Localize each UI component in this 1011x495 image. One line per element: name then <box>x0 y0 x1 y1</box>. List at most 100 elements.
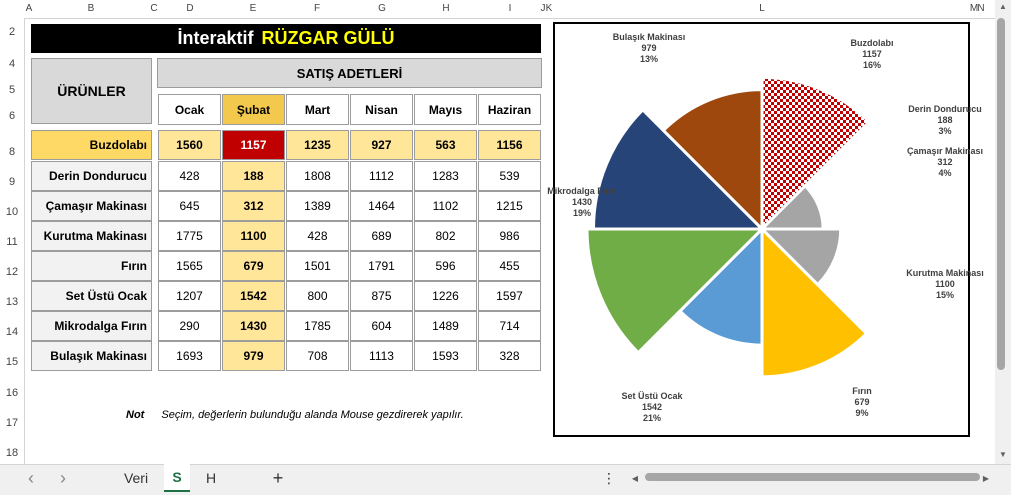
sales-cell[interactable]: 708 <box>286 341 349 371</box>
horizontal-scroll-thumb[interactable] <box>645 473 980 481</box>
sales-cell[interactable]: 1791 <box>350 251 413 281</box>
sales-cell[interactable]: 1389 <box>286 191 349 221</box>
row-header[interactable]: 10 <box>5 206 19 218</box>
sales-cell[interactable]: 1207 <box>158 281 221 311</box>
sales-cell[interactable]: 1775 <box>158 221 221 251</box>
column-header[interactable]: A <box>25 3 33 14</box>
column-header[interactable]: M <box>969 3 979 14</box>
sales-cell[interactable]: 927 <box>350 130 413 160</box>
sales-cell[interactable]: 188 <box>222 161 285 191</box>
column-header[interactable]: L <box>759 3 765 14</box>
sales-cell[interactable]: 428 <box>158 161 221 191</box>
sales-cell[interactable]: 1785 <box>286 311 349 341</box>
sales-cell[interactable]: 1693 <box>158 341 221 371</box>
sales-cell[interactable]: 1156 <box>478 130 541 160</box>
row-header[interactable]: 9 <box>8 176 16 188</box>
sales-cell[interactable]: 802 <box>414 221 477 251</box>
sales-cell[interactable]: 1560 <box>158 130 221 160</box>
sales-cell[interactable]: 875 <box>350 281 413 311</box>
sales-cell[interactable]: 979 <box>222 341 285 371</box>
month-header[interactable]: Mart <box>286 94 349 125</box>
sales-cell[interactable]: 986 <box>478 221 541 251</box>
month-header[interactable]: Haziran <box>478 94 541 125</box>
wind-rose-chart[interactable]: Bulaşık Makinası 979 13% Buzdolabı 1157 16% De… <box>547 22 984 437</box>
column-header[interactable]: G <box>378 3 386 14</box>
sales-cell[interactable]: 645 <box>158 191 221 221</box>
column-header[interactable]: H <box>442 3 450 14</box>
month-header[interactable]: Şubat <box>222 94 285 125</box>
sales-cell[interactable]: 1593 <box>414 341 477 371</box>
sales-cell[interactable]: 1157 <box>222 130 285 160</box>
scroll-right-icon[interactable]: ▶ <box>982 473 990 483</box>
row-header[interactable]: 4 <box>8 58 16 70</box>
sales-cell[interactable]: 1283 <box>414 161 477 191</box>
sales-cell[interactable]: 290 <box>158 311 221 341</box>
column-header[interactable]: E <box>249 3 257 14</box>
sales-cell[interactable]: 714 <box>478 311 541 341</box>
next-sheet-icon[interactable]: › <box>60 467 66 488</box>
scroll-up-icon[interactable]: ▲ <box>999 2 1007 11</box>
sales-cell[interactable]: 1542 <box>222 281 285 311</box>
row-header[interactable]: 16 <box>5 387 19 399</box>
sales-cell[interactable]: 563 <box>414 130 477 160</box>
column-header[interactable]: I <box>508 3 512 14</box>
scroll-left-icon[interactable]: ◀ <box>631 473 639 483</box>
sales-cell[interactable]: 596 <box>414 251 477 281</box>
sales-cell[interactable]: 1215 <box>478 191 541 221</box>
prev-sheet-icon[interactable]: ‹ <box>28 467 34 488</box>
sales-cell[interactable]: 1597 <box>478 281 541 311</box>
sales-cell[interactable]: 1808 <box>286 161 349 191</box>
add-sheet-button[interactable]: + <box>272 467 284 488</box>
sales-cell[interactable]: 1489 <box>414 311 477 341</box>
chart-slice <box>760 225 869 379</box>
row-header[interactable]: 13 <box>5 296 19 308</box>
month-header[interactable]: Ocak <box>158 94 221 125</box>
scroll-down-icon[interactable]: ▼ <box>999 450 1007 459</box>
row-header[interactable]: 15 <box>5 356 19 368</box>
row-header[interactable]: 2 <box>8 26 16 38</box>
sales-cell[interactable]: 800 <box>286 281 349 311</box>
sales-cell[interactable]: 1102 <box>414 191 477 221</box>
sales-cell[interactable]: 312 <box>222 191 285 221</box>
sales-cell[interactable]: 539 <box>478 161 541 191</box>
column-header[interactable]: F <box>313 3 321 14</box>
column-header[interactable]: C <box>150 3 158 14</box>
product-label: Bulaşık Makinası <box>31 341 152 371</box>
sales-cell[interactable]: 428 <box>286 221 349 251</box>
more-options-icon[interactable]: ⋮ <box>602 469 616 486</box>
row-header[interactable]: 14 <box>5 326 19 338</box>
column-header[interactable]: J <box>540 3 546 14</box>
sheet-tab-s[interactable]: S <box>164 464 190 492</box>
column-header[interactable]: D <box>186 3 194 14</box>
sales-cell[interactable]: 1113 <box>350 341 413 371</box>
sales-cell[interactable]: 1112 <box>350 161 413 191</box>
row-header[interactable]: 12 <box>5 266 19 278</box>
row-header[interactable]: 8 <box>8 146 16 158</box>
sheet-tab-h[interactable]: H <box>205 470 217 486</box>
sales-cell[interactable]: 604 <box>350 311 413 341</box>
sales-cell[interactable]: 1100 <box>222 221 285 251</box>
row-header[interactable]: 11 <box>6 236 18 248</box>
month-header[interactable]: Mayıs <box>414 94 477 125</box>
sales-cell[interactable]: 1464 <box>350 191 413 221</box>
column-header[interactable]: N <box>977 3 985 14</box>
row-header[interactable]: 17 <box>5 417 19 429</box>
row-header[interactable]: 5 <box>8 84 16 96</box>
column-header[interactable]: K <box>545 3 553 14</box>
sales-cell[interactable]: 1430 <box>222 311 285 341</box>
chart-label-percent: 4% <box>938 168 952 178</box>
row-header[interactable]: 6 <box>8 110 16 122</box>
column-header[interactable]: B <box>87 3 95 14</box>
sheet-tab-veri[interactable]: Veri <box>123 470 149 486</box>
sales-cell[interactable]: 328 <box>478 341 541 371</box>
month-header[interactable]: Nisan <box>350 94 413 125</box>
row-header[interactable]: 18 <box>5 447 19 459</box>
sales-cell[interactable]: 689 <box>350 221 413 251</box>
sales-cell[interactable]: 1235 <box>286 130 349 160</box>
sales-cell[interactable]: 455 <box>478 251 541 281</box>
sales-cell[interactable]: 1501 <box>286 251 349 281</box>
vertical-scroll-thumb[interactable] <box>997 18 1005 370</box>
sales-cell[interactable]: 1226 <box>414 281 477 311</box>
sales-cell[interactable]: 1565 <box>158 251 221 281</box>
sales-cell[interactable]: 679 <box>222 251 285 281</box>
